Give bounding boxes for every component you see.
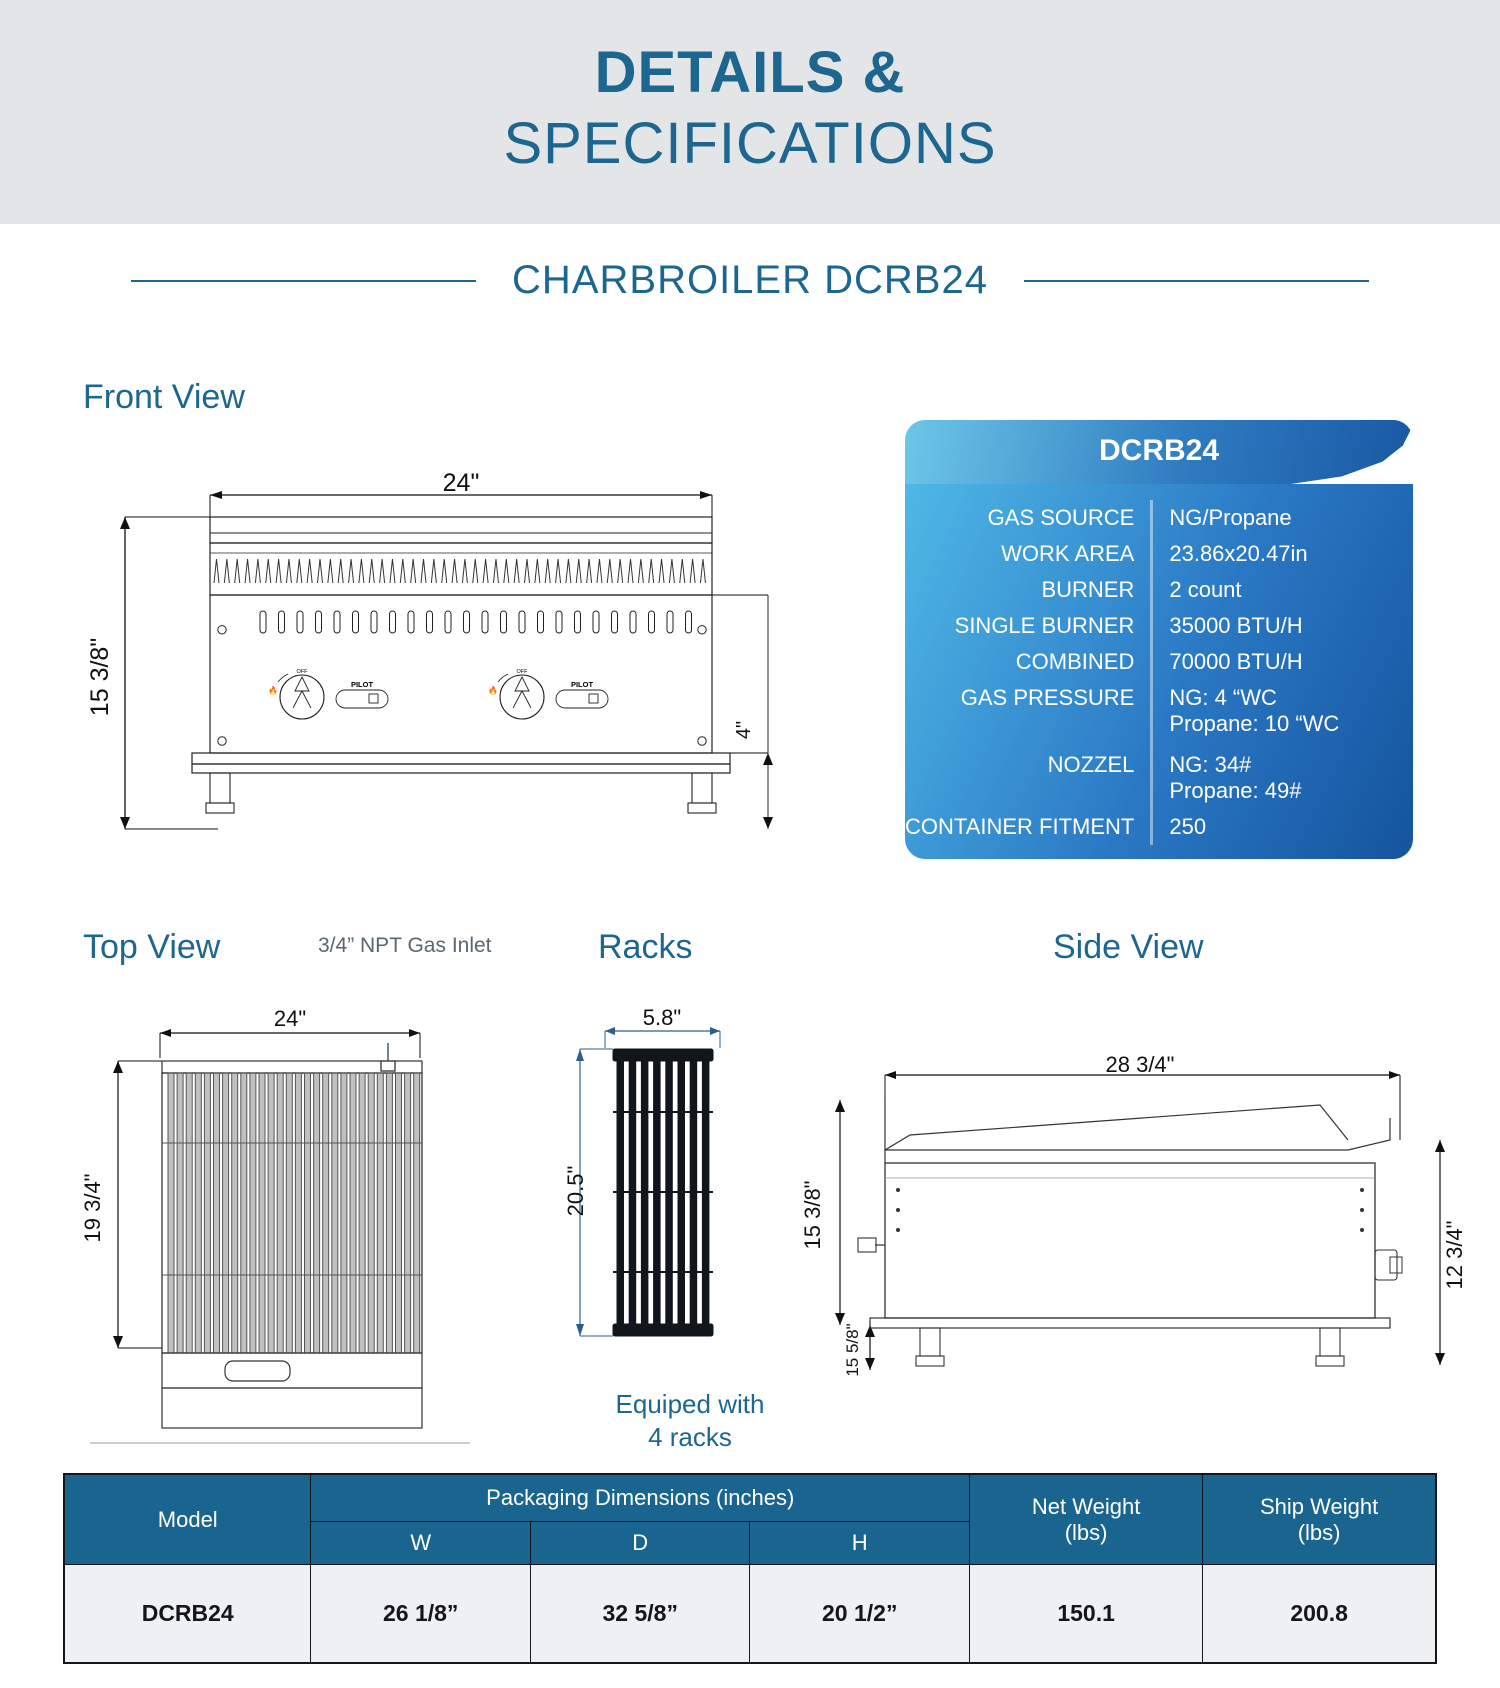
svg-text:15 5/8": 15 5/8" (843, 1323, 862, 1376)
svg-text:24": 24" (274, 1006, 306, 1031)
svg-text:19 3/4": 19 3/4" (80, 1174, 105, 1243)
svg-text:🔥: 🔥 (488, 685, 498, 695)
svg-text:PILOT: PILOT (351, 680, 374, 689)
svg-text:12 3/4": 12 3/4" (1442, 1221, 1467, 1290)
svg-text:15 3/8": 15 3/8" (86, 638, 114, 716)
svg-text:🔥: 🔥 (268, 685, 278, 695)
svg-text:4": 4" (733, 721, 755, 739)
svg-text:15 3/8": 15 3/8" (800, 1181, 825, 1250)
svg-text:OFF: OFF (297, 669, 309, 675)
svg-text:28 3/4": 28 3/4" (1106, 1052, 1175, 1077)
svg-text:PILOT: PILOT (571, 680, 594, 689)
svg-text:24": 24" (443, 469, 480, 497)
svg-text:OFF: OFF (517, 669, 529, 675)
svg-text:5.8": 5.8" (643, 1005, 681, 1030)
svg-text:20.5": 20.5" (565, 1166, 588, 1217)
